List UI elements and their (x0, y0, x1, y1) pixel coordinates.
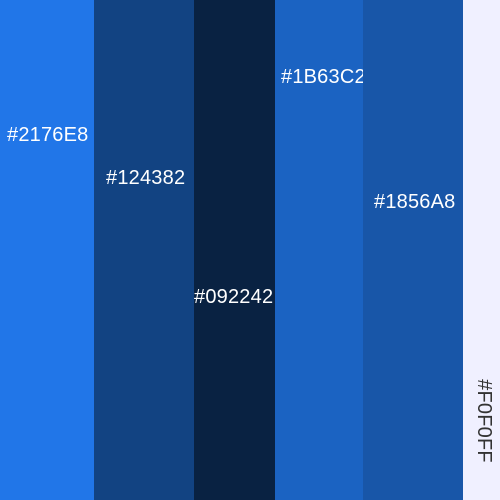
color-swatch-5: #1856A8 (363, 0, 463, 500)
color-swatch-label: #1856A8 (374, 191, 456, 213)
color-swatch-label: #1B63C2 (281, 66, 366, 88)
color-swatch-1: #2176E8 (0, 0, 94, 500)
color-swatch-2: #124382 (94, 0, 194, 500)
color-swatch-4: #1B63C2 (275, 0, 366, 500)
color-swatch-label: #124382 (106, 167, 186, 189)
color-swatch-label: #2176E8 (7, 124, 89, 146)
color-swatch-label: #F0F0FF (473, 379, 495, 463)
color-swatch-3: #092242 (194, 0, 275, 500)
color-swatch-6: #F0F0FF (463, 0, 500, 500)
color-swatch-label: #092242 (194, 286, 274, 308)
